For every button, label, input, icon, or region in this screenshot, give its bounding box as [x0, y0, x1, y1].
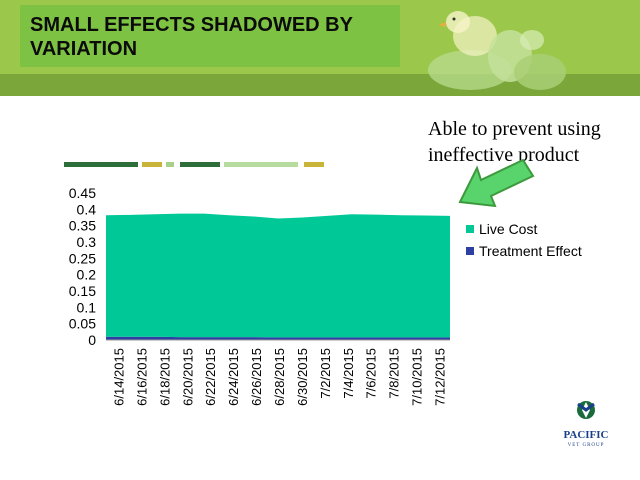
area-series-treatment-effect: [106, 336, 450, 340]
logo-name: PACIFIC: [563, 429, 608, 441]
legend-bar-segment: [142, 162, 162, 167]
x-tick-label: 6/14/2015: [111, 348, 126, 406]
header-banner: SMALL EFFECTS SHADOWED BY VARIATION: [0, 0, 640, 96]
y-tick-label: 0.15: [69, 283, 96, 299]
area-chart: 00.050.10.150.20.250.30.350.40.45 6/14/2…: [69, 185, 450, 406]
y-tick-label: 0.25: [69, 250, 96, 266]
legend-label: Live Cost: [479, 221, 538, 237]
x-tick-label: 7/2/2015: [318, 348, 333, 399]
slide-title: SMALL EFFECTS SHADOWED BY VARIATION: [30, 14, 353, 60]
chick-egg-image: [428, 11, 566, 90]
x-tick-label: 6/28/2015: [272, 348, 287, 406]
area-series-live-cost: [106, 213, 450, 338]
legend-swatch: [466, 225, 474, 233]
legend-item-treatment-effect: Treatment Effect: [466, 240, 582, 262]
x-tick-label: 6/22/2015: [203, 348, 218, 406]
x-tick-label: 6/20/2015: [180, 348, 195, 406]
title-box: SMALL EFFECTS SHADOWED BY VARIATION: [20, 5, 400, 67]
legend-bar-segment: [304, 162, 324, 167]
y-tick-label: 0.45: [69, 185, 96, 201]
legend-bars: [64, 162, 324, 167]
y-tick-label: 0: [88, 332, 96, 348]
legend-bar-segment: [166, 162, 174, 167]
chart-legend: Live Cost Treatment Effect: [466, 218, 582, 262]
y-tick-label: 0.3: [77, 234, 97, 250]
legend-bar-segment: [224, 162, 298, 167]
legend-item-live-cost: Live Cost: [466, 218, 582, 240]
x-tick-label: 7/8/2015: [387, 348, 402, 399]
x-tick-label: 6/24/2015: [226, 348, 241, 406]
logo-subtitle: VET GROUP: [568, 443, 605, 448]
pacific-vet-group-logo: PACIFIC VET GROUP: [556, 396, 616, 456]
x-tick-label: 7/12/2015: [433, 348, 448, 406]
legend-label: Treatment Effect: [479, 243, 582, 259]
x-tick-label: 6/16/2015: [134, 348, 149, 406]
x-tick-label: 6/18/2015: [157, 348, 172, 406]
y-tick-label: 0.4: [77, 201, 97, 217]
x-tick-label: 6/26/2015: [249, 348, 264, 406]
legend-bar-segment: [180, 162, 220, 167]
callout-arrow: [458, 158, 535, 208]
y-tick-label: 0.05: [69, 316, 96, 332]
callout-text: Able to prevent using ineffective produc…: [428, 118, 601, 166]
y-tick-label: 0.2: [77, 267, 97, 283]
x-tick-label: 7/4/2015: [341, 348, 356, 399]
legend-bar-segment: [64, 162, 138, 167]
y-tick-label: 0.35: [69, 218, 96, 234]
x-tick-label: 6/30/2015: [295, 348, 310, 406]
y-tick-label: 0.1: [77, 299, 97, 315]
x-tick-label: 7/6/2015: [364, 348, 379, 399]
x-tick-label: 7/10/2015: [410, 348, 425, 406]
legend-swatch: [466, 247, 474, 255]
